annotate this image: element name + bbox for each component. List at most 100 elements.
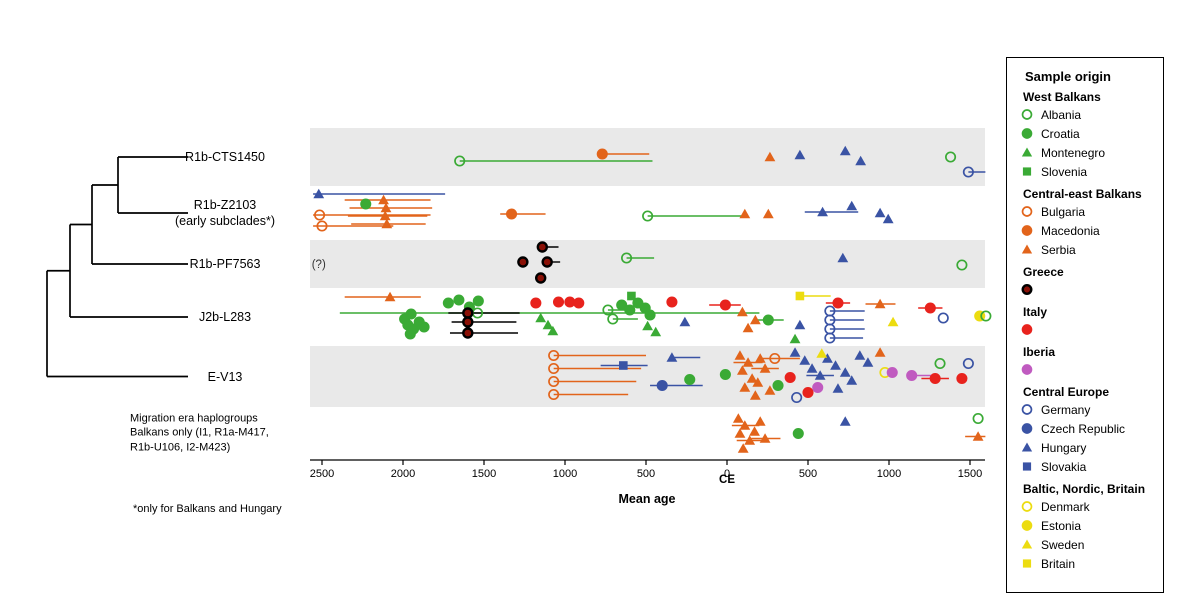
point-greece <box>536 241 549 253</box>
footnote: *only for Balkans and Hungary <box>133 503 282 515</box>
point-serbia <box>380 202 392 213</box>
legend-item-label: Czech Republic <box>1041 421 1126 436</box>
point-serbia <box>734 428 746 438</box>
legend-item-hungary: Hungary <box>1007 438 1163 457</box>
point-italy <box>564 296 576 308</box>
legend-item-label: Sweden <box>1041 537 1085 552</box>
legend-item-label: Albania <box>1041 107 1082 122</box>
point-italy <box>573 297 585 309</box>
point-hungary <box>817 206 828 217</box>
point-croatia <box>616 299 628 311</box>
point-sweden <box>816 348 828 358</box>
legend-group-header-greece: Greece <box>1023 265 1064 279</box>
point-hungary <box>679 316 691 327</box>
point-albania <box>956 259 968 271</box>
denmark-marker-icon <box>1021 501 1033 512</box>
legend-item-bulgaria: Bulgaria <box>1007 202 1163 221</box>
point-germany <box>791 391 803 404</box>
point-serbia <box>737 443 749 453</box>
point-serbia <box>739 420 751 430</box>
czech-republic-marker <box>1021 423 1033 434</box>
point-serbia <box>752 377 764 387</box>
point-serbia <box>749 426 760 436</box>
point-hungary <box>313 188 325 199</box>
croatia-marker <box>1021 128 1033 139</box>
point-serbia <box>739 382 751 392</box>
slovakia-marker-icon <box>1022 462 1032 471</box>
row-band <box>310 128 985 186</box>
x-axis: 2500 2000 1500 1000 500 0 500 1000 1500 <box>310 459 985 480</box>
point-croatia <box>472 295 484 307</box>
point-croatia <box>684 373 696 386</box>
row-label-r1b-cts1450: R1b-CTS1450 <box>152 149 298 165</box>
italy-marker <box>1021 324 1033 335</box>
point-greece <box>517 256 529 268</box>
croatia-marker-icon <box>1021 128 1033 139</box>
point-italy <box>832 297 844 309</box>
legend-rows: West Balkans Albania Croatia Montenegro Slov… <box>1007 90 1163 573</box>
legend-group-header-central-east-balkans: Central-east Balkans <box>1023 187 1142 201</box>
legend-item-label: Bulgaria <box>1041 204 1086 219</box>
row-label-line: Balkans only (I1, R1a-M417, <box>130 427 269 440</box>
point-czech-republic <box>656 379 668 392</box>
point-serbia <box>384 291 396 302</box>
row-label-line: Migration era haplogroups <box>130 412 258 425</box>
point-hungary <box>794 319 806 330</box>
germany-marker-icon <box>1021 404 1033 415</box>
point-croatia <box>719 368 731 381</box>
sweden-marker-icon <box>1021 539 1033 549</box>
x-tick-label: 500 <box>799 468 817 480</box>
point-hungary <box>882 213 894 224</box>
row-label-line: R1b-PF7563 <box>189 256 261 271</box>
x-tick-label: 2500 <box>310 468 334 480</box>
point-serbia <box>736 306 748 317</box>
point-iberia <box>812 381 824 394</box>
point-italy <box>719 299 731 311</box>
legend-group-header-central-europe: Central Europe <box>1023 385 1110 399</box>
point-hungary <box>846 200 858 211</box>
point-serbia <box>874 347 886 357</box>
point-serbia <box>746 373 758 383</box>
point-germany <box>824 332 836 344</box>
point-bulgaria <box>316 220 328 232</box>
point-italy <box>956 372 968 385</box>
point-serbia <box>734 350 746 360</box>
point-serbia <box>378 194 389 205</box>
row-label-line: J2b-L283 <box>198 309 252 324</box>
point-hungary <box>666 352 678 362</box>
legend-item-czech-republic: Czech Republic <box>1007 419 1163 438</box>
legend-item-germany: Germany <box>1007 400 1163 419</box>
legend-group-header-iberia: Iberia <box>1023 345 1056 359</box>
point-germany <box>962 166 974 178</box>
greece-marker-icon <box>1021 284 1033 295</box>
x-axis-title: Mean age <box>618 492 676 506</box>
macedonia-marker-icon <box>1021 225 1033 236</box>
point-macedonia <box>596 148 608 160</box>
point-slovakia <box>619 361 628 370</box>
x-tick-label: 1500 <box>472 468 496 480</box>
point-britain <box>795 291 805 301</box>
greece-marker <box>1021 284 1033 295</box>
point-serbia <box>732 413 744 423</box>
point-hungary <box>839 145 851 156</box>
point-serbia <box>744 435 756 445</box>
row-label-e-v13: E-V13 <box>152 368 298 384</box>
point-serbia <box>972 431 984 441</box>
serbia-marker <box>1021 244 1033 254</box>
point-serbia <box>736 365 748 375</box>
point-montenegro <box>650 326 662 337</box>
point-hungary <box>822 353 833 363</box>
point-greece <box>462 327 474 339</box>
legend-item-label: Croatia <box>1041 126 1080 141</box>
point-bulgaria <box>548 388 560 401</box>
legend-item-label: Slovakia <box>1041 459 1087 474</box>
legend-item-label: Montenegro <box>1041 145 1106 160</box>
point-croatia <box>442 297 454 309</box>
hungary-marker-icon <box>1021 442 1033 452</box>
row-bands <box>310 128 985 407</box>
legend-item-slovenia: Slovenia <box>1007 162 1163 181</box>
point-italy <box>924 302 936 314</box>
point-albania <box>454 155 466 167</box>
germany-marker <box>1021 404 1033 415</box>
point-hungary <box>839 367 851 377</box>
